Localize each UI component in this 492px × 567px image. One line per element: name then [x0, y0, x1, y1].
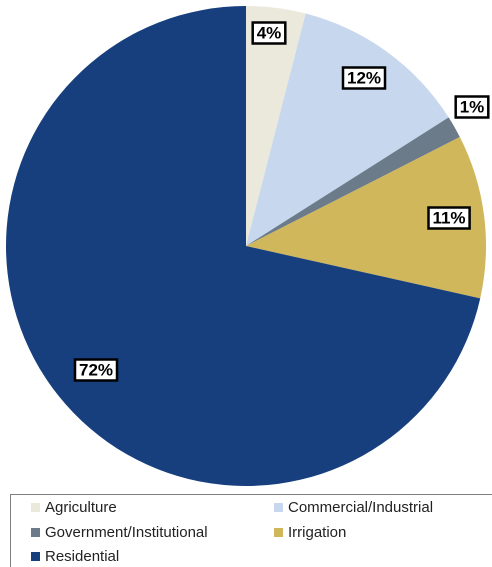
data-label-text: 4%	[257, 24, 282, 43]
data-label-commercial-industrial: 12%	[341, 66, 387, 90]
legend-item-agriculture: Agriculture	[31, 499, 117, 516]
legend-item-residential: Residential	[31, 548, 119, 565]
pie-slice-residential	[5, 6, 481, 486]
chart-legend: Agriculture Commercial/Industrial Govern…	[10, 494, 492, 567]
legend-label-residential: Residential	[45, 548, 120, 565]
legend-item-commercial-industrial: Commercial/Industrial	[274, 499, 433, 516]
legend-item-irrigation: Irrigation	[274, 524, 346, 541]
data-label-box	[341, 66, 387, 90]
data-label-irrigation: 11%	[427, 206, 471, 230]
pie-data-labels: 4% 12% 1% 11% 72%	[73, 21, 490, 382]
pie-slice-agriculture	[246, 6, 306, 246]
pie-chart-svg: 4% 12% 1% 11% 72%	[5, 6, 490, 486]
data-label-government-institutional: 1%	[454, 95, 490, 119]
legend-swatch-residential	[31, 552, 40, 561]
legend-swatch-agriculture	[31, 503, 40, 512]
legend-swatch-commercial-industrial	[274, 503, 283, 512]
data-label-box	[427, 206, 471, 230]
pie-slice-commercial-industrial	[246, 13, 449, 247]
data-label-residential: 72%	[73, 358, 119, 382]
pie-chart: 4% 12% 1% 11% 72%	[5, 6, 490, 486]
pie-slices	[5, 6, 486, 486]
legend-label-government-institutional: Government/Institutional	[45, 524, 208, 541]
data-label-box	[454, 95, 490, 119]
legend-swatch-irrigation	[274, 528, 283, 537]
data-label-text: 1%	[460, 98, 485, 117]
pie-slice-irrigation	[246, 137, 486, 299]
legend-label-agriculture: Agriculture	[45, 499, 117, 516]
pie-slice-government-institutional	[246, 117, 460, 247]
data-label-text: 72%	[79, 361, 113, 380]
legend-label-irrigation: Irrigation	[288, 524, 347, 541]
data-label-agriculture: 4%	[251, 21, 287, 45]
legend-item-government-institutional: Government/Institutional	[31, 524, 208, 541]
data-label-box	[73, 358, 119, 382]
data-label-text: 12%	[347, 69, 381, 88]
legend-swatch-government-institutional	[31, 528, 40, 537]
data-label-text: 11%	[432, 209, 465, 228]
legend-label-commercial-industrial: Commercial/Industrial	[288, 499, 434, 516]
data-label-box	[251, 21, 287, 45]
